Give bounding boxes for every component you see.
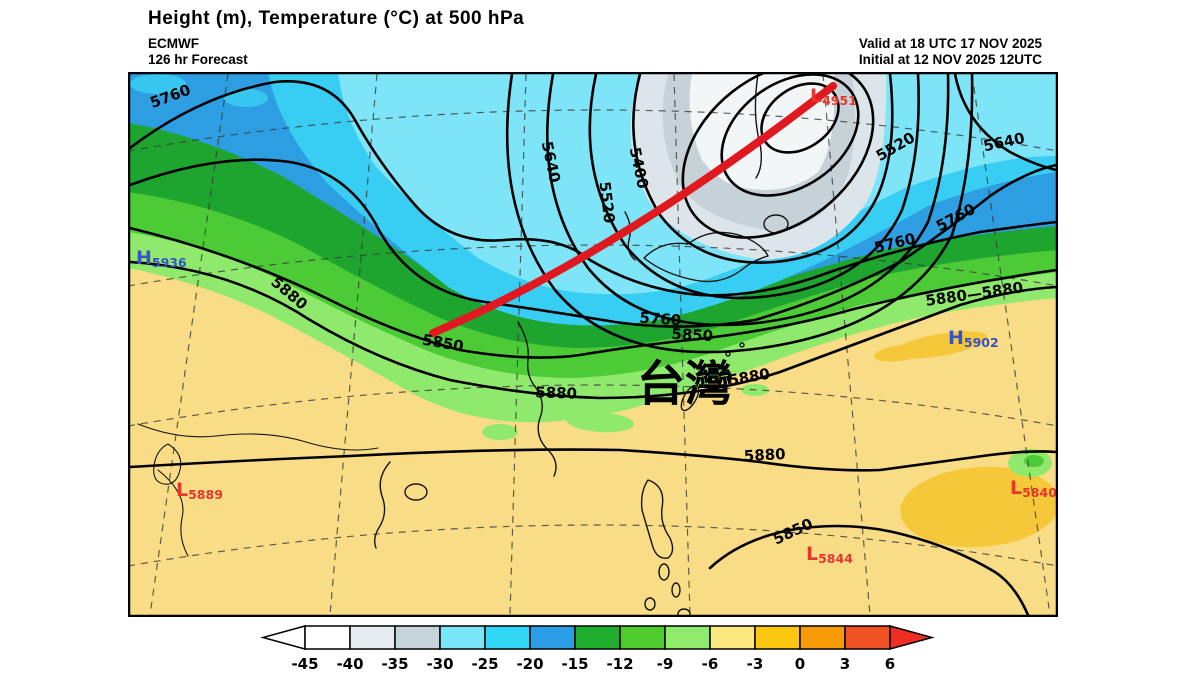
valid-time: Valid at 18 UTC 17 NOV 2025: [858, 36, 1042, 51]
colorbar-cell: [754, 625, 801, 650]
low-center-label: L5889: [176, 479, 223, 502]
colorbar-left-arrow: [260, 625, 306, 650]
colorbar-tick-label: -30: [426, 655, 453, 673]
colorbar-tick-label: -3: [747, 655, 764, 673]
colorbar-cell: [304, 625, 351, 650]
colorbar-tick-label: -25: [471, 655, 498, 673]
contour-label: 5880: [743, 445, 786, 465]
pressure-center-layer: H5936 H5902 L4951 L5889 L5844 L5840: [136, 85, 1057, 566]
model-name: ECMWF: [148, 36, 199, 51]
colorbar-tick-label: -35: [381, 655, 408, 673]
colorbar-tick-label: -40: [336, 655, 363, 673]
initial-time: Initial at 12 NOV 2025 12UTC: [858, 52, 1042, 67]
colorbar-cell: [664, 625, 711, 650]
temperature-shading: [128, 72, 1060, 617]
high-center-label: H5936: [136, 247, 187, 270]
colorbar-tick-label: -45: [291, 655, 318, 673]
colorbar-cell: [529, 625, 576, 650]
colorbar-cell: [799, 625, 846, 650]
page-title: Height (m), Temperature (°C) at 500 hPa: [148, 8, 525, 29]
colorbar-cell: [394, 625, 441, 650]
low-center-label: L4951: [810, 85, 857, 108]
high-center-label: H5902: [948, 327, 999, 350]
height-contours: [128, 61, 1058, 617]
contour-label: 5520: [595, 181, 618, 225]
colorbar-cell: [709, 625, 756, 650]
colorbar-cell: [439, 625, 486, 650]
colorbar-tick-label: -15: [561, 655, 588, 673]
colorbar-tick-label: -20: [516, 655, 543, 673]
colorbar-cell: [574, 625, 621, 650]
colorbar-tick-label: 0: [795, 655, 805, 673]
contour-label: 5760: [639, 309, 682, 330]
low-center-label: L5840: [1010, 477, 1057, 500]
colorbar-tick-label: 6: [885, 655, 895, 673]
colorbar-cell: [349, 625, 396, 650]
colorbar-cell: [619, 625, 666, 650]
colorbar-canvas: -45 -40 -35 -30 -25 -20 -15 -12 -9 -6 -3 0 3 6: [260, 625, 935, 673]
contour-label: 5850: [671, 325, 714, 345]
colorbar-tick-label: 3: [840, 655, 850, 673]
colorbar-cell: [484, 625, 531, 650]
valid-initial-times: Valid at 18 UTC 17 NOV 2025 Initial at 1…: [859, 36, 1042, 68]
colorbar-cell: [844, 625, 891, 650]
colorbar-tick-label: -6: [702, 655, 719, 673]
forecast-hour: 126 hr Forecast: [148, 52, 248, 67]
map-border: [127, 71, 1059, 618]
taiwan-annotation: 台灣: [637, 356, 733, 412]
low-center-label: L5844: [806, 543, 853, 566]
map-panel: 5760 5640 5400 5520 5520 5640 5760 5760 5760 5850…: [127, 61, 1060, 620]
temperature-colorbar: -45 -40 -35 -30 -25 -20 -15 -12 -9 -6 -3 0 3 6: [255, 624, 955, 676]
colorbar-tick-label: -9: [657, 655, 674, 673]
colorbar-right-arrow: [889, 625, 935, 650]
contour-label: 5880: [535, 383, 577, 402]
jet-axis-red-line: [429, 82, 837, 337]
colorbar-tick-label: -12: [606, 655, 633, 673]
